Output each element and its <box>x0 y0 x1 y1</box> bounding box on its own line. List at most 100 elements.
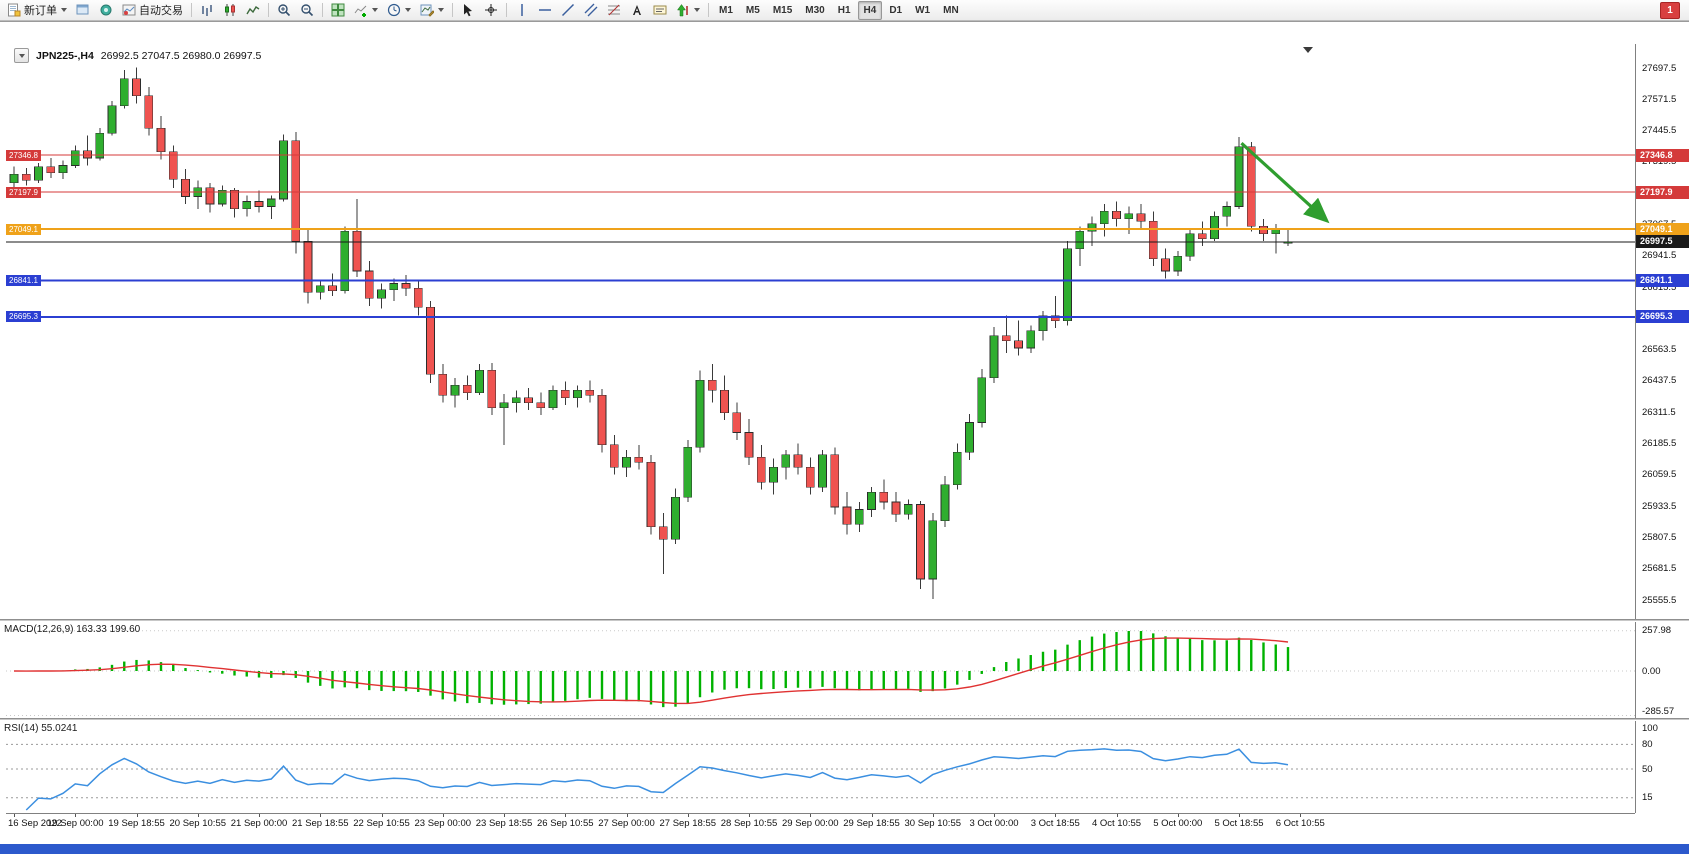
candlestick-chart[interactable] <box>6 44 1635 619</box>
zoom-in-button[interactable] <box>273 1 295 20</box>
candle <box>132 67 141 104</box>
time-tick <box>136 814 138 817</box>
autotrading-button[interactable]: 自动交易 <box>118 1 187 20</box>
templates-button[interactable] <box>416 1 448 20</box>
trendline-button[interactable] <box>557 1 579 20</box>
rsi-axis[interactable]: 100 80 50 15 <box>1635 721 1689 813</box>
macd-label: MACD(12,26,9) 163.33 199.60 <box>4 624 141 635</box>
time-tick-label: 28 Sep 10:55 <box>720 818 778 829</box>
cursor-button[interactable] <box>457 1 479 20</box>
indicators-icon <box>354 5 367 17</box>
rsi-tick-label: 15 <box>1642 792 1653 804</box>
time-tick <box>259 814 260 817</box>
timeframe-h4-button[interactable]: H4 <box>857 0 883 20</box>
candle <box>21 167 31 186</box>
timeframe-d1-button[interactable]: D1 <box>889 4 903 16</box>
fibonacci-button[interactable] <box>603 1 625 20</box>
timeframe-mn-button[interactable]: MN <box>943 4 959 16</box>
macd-axis[interactable]: 257.98 0.00 -285.57 <box>1635 622 1689 718</box>
price-tick-label: 27445.5 <box>1642 125 1677 137</box>
autotrading-icon <box>122 4 136 16</box>
horizontal-lines-layer[interactable] <box>6 154 1635 318</box>
tile-windows-button[interactable] <box>327 1 349 20</box>
macd-panel[interactable] <box>6 622 1635 718</box>
time-tick <box>1239 814 1240 817</box>
macd-signal-line <box>13 637 1289 705</box>
candle <box>952 443 962 490</box>
crosshair-icon <box>485 4 497 16</box>
candle <box>965 413 974 460</box>
candle <box>560 381 570 406</box>
candle <box>230 187 239 218</box>
panel-separator[interactable] <box>0 619 1689 621</box>
time-tick <box>871 814 873 817</box>
line-chart-button[interactable] <box>242 1 264 20</box>
candle <box>107 100 117 136</box>
candle <box>58 160 68 180</box>
candle <box>413 280 423 316</box>
horizontal-line-button[interactable] <box>534 1 556 20</box>
crosshair-button[interactable] <box>480 1 502 20</box>
candle <box>671 488 680 545</box>
candle <box>377 283 386 309</box>
candle <box>217 185 227 207</box>
time-tick-label: 23 Sep 00:00 <box>414 818 472 829</box>
candle <box>1173 251 1183 277</box>
arrow-annotation[interactable] <box>1240 141 1330 224</box>
new-order-button[interactable]: 新订单 <box>3 1 71 20</box>
chart-shift-marker[interactable] <box>1303 47 1313 53</box>
candle <box>1112 201 1121 227</box>
candle <box>266 195 276 219</box>
time-tick-label: 19 Sep 18:55 <box>108 818 165 829</box>
trend-arrow[interactable] <box>1240 141 1330 224</box>
quotes-button[interactable] <box>95 1 117 20</box>
channel-button[interactable] <box>580 1 602 20</box>
rsi-panel[interactable] <box>6 721 1635 813</box>
profiles-button[interactable] <box>72 1 94 20</box>
candle <box>548 385 558 411</box>
candle <box>1050 295 1060 329</box>
price-tag: 26841.1 <box>1636 274 1689 288</box>
arrows-button[interactable] <box>672 1 704 20</box>
window-bottom-strip <box>0 844 1689 854</box>
time-tick <box>75 814 77 817</box>
time-axis[interactable]: 16 Sep 2022 19 Sep 00:00 19 Sep 18:55 20 Se… <box>6 813 1635 833</box>
timeframe-m1-button[interactable]: M1 <box>719 4 733 16</box>
toolbar-separator <box>322 3 323 17</box>
price-axis[interactable]: 27697.527571.527445.527319.527193.527067… <box>1635 44 1689 619</box>
price-tick-label: 26059.5 <box>1642 469 1677 481</box>
time-tick <box>565 814 567 817</box>
vertical-line-button[interactable] <box>511 1 533 20</box>
periods-button[interactable] <box>383 1 415 20</box>
panel-separator[interactable] <box>0 718 1689 720</box>
fibonacci-icon <box>608 4 620 16</box>
timeframe-h1-button[interactable]: H1 <box>837 4 851 16</box>
time-tick <box>504 814 505 817</box>
zoom-out-icon <box>301 4 314 17</box>
candlestick-chart-button[interactable] <box>219 1 241 20</box>
candle <box>524 387 533 411</box>
timeframe-m5-button[interactable]: M5 <box>745 4 760 16</box>
text-button[interactable] <box>626 1 648 20</box>
zoom-out-button[interactable] <box>296 1 318 20</box>
text-label-button[interactable] <box>649 1 671 20</box>
caret-down-icon <box>19 53 25 58</box>
candle <box>842 492 852 535</box>
candle <box>830 447 840 515</box>
candle <box>499 393 509 445</box>
price-tick-label: 27571.5 <box>1642 93 1677 105</box>
time-tick-label: 30 Sep 10:55 <box>904 818 962 829</box>
horizontal-line-icon <box>539 9 551 11</box>
candles-layer <box>9 67 1293 599</box>
price-tag: 27346.8 <box>1636 148 1689 162</box>
candle <box>977 369 987 428</box>
price-tick-label: 27319.5 <box>1642 156 1677 168</box>
indicators-button[interactable] <box>350 1 382 20</box>
bar-chart-button[interactable] <box>196 1 218 20</box>
notification-badge[interactable]: 1 <box>1660 1 1680 19</box>
cursor-icon <box>464 4 472 17</box>
timeframe-m30-button[interactable]: M30 <box>805 4 825 16</box>
timeframe-m15-button[interactable]: M15 <box>772 4 793 16</box>
symbol-dropdown-button[interactable] <box>14 48 29 63</box>
timeframe-w1-button[interactable]: W1 <box>915 4 931 16</box>
